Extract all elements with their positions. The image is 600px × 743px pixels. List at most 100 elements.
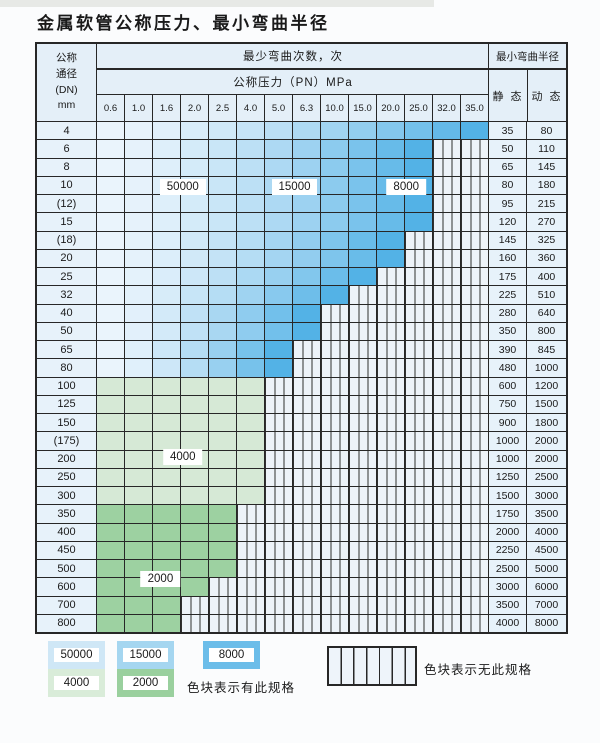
no-spec-cell	[405, 286, 433, 304]
spec-cell	[321, 213, 349, 231]
legend-hatch-sample	[327, 646, 417, 686]
cycle-count-label: 50000	[159, 178, 206, 195]
spec-cell	[153, 286, 181, 304]
no-spec-cell	[293, 487, 321, 505]
static-radius-cell: 225	[488, 286, 527, 304]
spec-cell	[97, 614, 125, 632]
spec-cell	[237, 341, 265, 359]
spec-cell	[209, 505, 237, 523]
no-spec-cell	[321, 322, 349, 340]
spec-cell	[293, 249, 321, 267]
no-spec-cell	[377, 286, 405, 304]
table-row: 20 160 360	[37, 249, 566, 268]
spec-cell	[237, 450, 265, 468]
pressure-col-header: 35.0	[461, 95, 489, 121]
no-spec-cell	[461, 322, 488, 340]
dn-cell: 10	[37, 176, 97, 194]
spec-cell	[237, 359, 265, 377]
spec-cell	[181, 359, 209, 377]
no-spec-cell	[377, 596, 405, 614]
no-spec-cell	[349, 614, 377, 632]
no-spec-cell	[433, 395, 461, 413]
spec-cell	[125, 541, 153, 559]
no-spec-cell	[209, 614, 237, 632]
no-spec-cell	[433, 505, 461, 523]
spec-cell	[153, 414, 181, 432]
spec-cell	[97, 341, 125, 359]
no-spec-cell	[321, 596, 349, 614]
dn-cell: 100	[37, 377, 97, 395]
no-spec-cell	[433, 614, 461, 632]
spec-cell	[125, 432, 153, 450]
spec-cell	[153, 487, 181, 505]
spec-cell	[181, 432, 209, 450]
no-spec-cell	[433, 341, 461, 359]
spec-cell	[321, 122, 349, 140]
spec-cell	[265, 359, 293, 377]
legend-swatch-15000: 15000	[117, 641, 174, 669]
dn-cell: 150	[37, 414, 97, 432]
no-spec-cell	[349, 432, 377, 450]
dynamic-radius-cell: 8000	[527, 614, 566, 632]
dn-cell: 700	[37, 596, 97, 614]
spec-cell	[405, 140, 433, 158]
dynamic-radius-cell: 4500	[527, 541, 566, 559]
no-spec-cell	[377, 268, 405, 286]
table-row: 800 4000 8000	[37, 614, 566, 632]
spec-cell	[153, 249, 181, 267]
no-spec-cell	[405, 341, 433, 359]
table-row: 150 900 1800	[37, 414, 566, 433]
no-spec-cell	[321, 359, 349, 377]
no-spec-cell	[461, 268, 488, 286]
no-spec-cell	[293, 541, 321, 559]
no-spec-cell	[405, 432, 433, 450]
no-spec-cell	[293, 359, 321, 377]
static-radius-cell: 80	[488, 176, 527, 194]
no-spec-cell	[265, 541, 293, 559]
spec-cell	[181, 195, 209, 213]
no-spec-cell	[293, 450, 321, 468]
spec-cell	[349, 249, 377, 267]
table-body: 4 35 80 6 50 110 8 65 145 10 80 180 (12) 95 215 15 120 27…	[37, 121, 566, 632]
dynamic-radius-cell: 3500	[527, 505, 566, 523]
no-spec-cell	[377, 523, 405, 541]
spec-table: 公称 通径 (DN) mm 最少弯曲次数，次 公称压力（PN）MPa 0.6 1.…	[35, 42, 568, 634]
no-spec-cell	[321, 468, 349, 486]
spec-cell	[97, 158, 125, 176]
no-spec-cell	[349, 505, 377, 523]
static-radius-cell: 280	[488, 304, 527, 322]
legend-swatch-50000: 50000	[48, 641, 105, 669]
radius-header-block: 最小弯曲半径 静 态 动 态	[488, 44, 566, 121]
no-spec-cell	[377, 414, 405, 432]
table-row: 40 280 640	[37, 304, 566, 323]
dynamic-radius-cell: 180	[527, 176, 566, 194]
spec-cell	[209, 468, 237, 486]
static-radius-cell: 600	[488, 377, 527, 395]
page-top-strip	[0, 0, 434, 7]
static-header: 静 态	[489, 70, 528, 121]
spec-cell	[125, 213, 153, 231]
spec-cell	[125, 158, 153, 176]
spec-cell	[265, 341, 293, 359]
no-spec-cell	[377, 614, 405, 632]
static-radius-cell: 120	[488, 213, 527, 231]
static-radius-cell: 900	[488, 414, 527, 432]
static-radius-cell: 50	[488, 140, 527, 158]
static-radius-cell: 3500	[488, 596, 527, 614]
spec-cell	[97, 359, 125, 377]
no-spec-cell	[461, 213, 488, 231]
dn-cell: 6	[37, 140, 97, 158]
bend-cycles-header: 最少弯曲次数，次	[97, 44, 489, 70]
spec-cell	[237, 414, 265, 432]
no-spec-cell	[349, 359, 377, 377]
spec-cell	[209, 213, 237, 231]
spec-cell	[125, 377, 153, 395]
dynamic-radius-cell: 800	[527, 322, 566, 340]
no-spec-cell	[209, 596, 237, 614]
no-spec-cell	[405, 541, 433, 559]
no-spec-cell	[405, 322, 433, 340]
spec-cell	[433, 122, 461, 140]
spec-cell	[377, 158, 405, 176]
spec-cell	[209, 195, 237, 213]
spec-cell	[265, 195, 293, 213]
